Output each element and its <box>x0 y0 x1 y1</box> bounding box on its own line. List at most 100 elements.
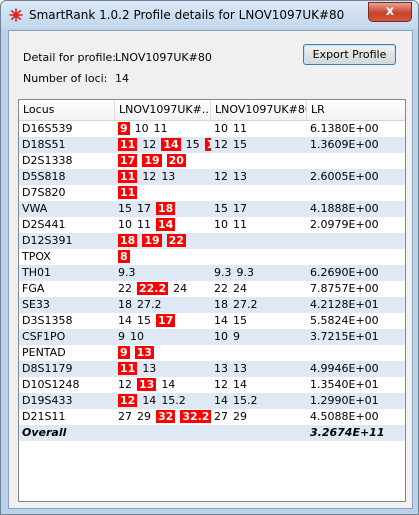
sample-alleles-cell: 9 13 <box>115 345 211 361</box>
profile-alleles-cell: 12 13 <box>211 169 307 185</box>
column-header-lr[interactable]: LR <box>311 103 325 116</box>
sample-alleles-cell: 11 12 13 <box>115 169 211 185</box>
column-header-sample[interactable]: LNOV1097UK#... <box>115 100 211 120</box>
lr-cell <box>307 233 405 249</box>
highlighted-allele: 14 <box>156 218 176 231</box>
table-row[interactable]: CSF1PO 9 10 10 9 3.7215E+01 <box>19 329 405 345</box>
table-row[interactable]: SE33 18 27.2 18 27.2 4.2128E+01 <box>19 297 405 313</box>
allele: 17 <box>233 202 247 215</box>
sample-alleles-cell: 9 10 <box>115 329 211 345</box>
highlighted-allele: 32.2 <box>180 410 211 423</box>
locus-cell: D8S1179 <box>22 362 73 375</box>
table-row[interactable]: FGA 22 22.2 24 22 24 7.8757E+00 <box>19 281 405 297</box>
allele: 12 <box>118 378 132 391</box>
table-row[interactable]: D10S1248 12 13 14 12 14 1.3540E+01 <box>19 377 405 393</box>
allele: 18 <box>118 298 132 311</box>
profile-alleles-cell: 14 15.2 <box>211 393 307 409</box>
loci-count-value: 14 <box>115 72 129 85</box>
loci-table[interactable]: Locus LNOV1097UK#... LNOV1097UK#80 LR D1… <box>18 99 406 502</box>
export-profile-button[interactable]: Export Profile <box>303 44 396 65</box>
allele: 12 <box>142 138 157 151</box>
locus-cell: TH01 <box>22 266 51 279</box>
allele: 15 <box>233 314 247 327</box>
locus-cell: PENTAD <box>22 346 66 359</box>
allele: 10 <box>214 122 228 135</box>
table-row[interactable]: D7S820 11 <box>19 185 405 201</box>
profile-alleles-cell: 27 29 <box>211 409 307 425</box>
table-row[interactable]: D2S441 10 11 14 10 11 2.0979E+00 <box>19 217 405 233</box>
highlighted-allele: 22.2 <box>137 282 169 295</box>
table-row[interactable]: D8S1179 11 13 13 13 4.9946E+00 <box>19 361 405 377</box>
close-icon: x <box>385 4 395 19</box>
allele: 13 <box>161 170 176 183</box>
allele: 10 <box>134 122 149 135</box>
table-row[interactable]: VWA 15 17 18 15 17 4.1888E+00 <box>19 201 405 217</box>
table-row[interactable]: D19S433 12 14 15.2 14 15.2 1.2990E+01 <box>19 393 405 409</box>
allele: 22 <box>214 282 228 295</box>
table-row[interactable]: PENTAD 9 13 <box>19 345 405 361</box>
table-row[interactable]: D2S1338 17 19 20 <box>19 153 405 169</box>
column-header-profile[interactable]: LNOV1097UK#80 <box>211 100 307 120</box>
table-row[interactable]: D5S818 11 12 13 12 13 2.6005E+00 <box>19 169 405 185</box>
allele: 24 <box>173 282 188 295</box>
highlighted-allele: 14 <box>161 138 181 151</box>
allele: 15.2 <box>161 394 186 407</box>
allele: 13 <box>142 362 157 375</box>
highlighted-allele: 9 <box>118 122 130 135</box>
lr-cell: 1.3540E+01 <box>310 378 379 391</box>
table-row[interactable]: TPOX 8 <box>19 249 405 265</box>
overall-row[interactable]: Overall 3.2674E+11 <box>19 425 405 441</box>
table-row[interactable]: D12S391 18 19 22 <box>19 233 405 249</box>
table-row[interactable]: D21S11 27 29 32 32.2 27 29 4.5088E+00 <box>19 409 405 425</box>
profile-alleles-cell: 13 13 <box>211 361 307 377</box>
allele: 11 <box>153 122 168 135</box>
allele: 13 <box>233 170 247 183</box>
sample-alleles-cell: 9 10 11 <box>115 121 211 137</box>
allele: 27 <box>118 410 132 423</box>
highlighted-allele: 11 <box>118 186 138 199</box>
window-title: SmartRank 1.0.2 Profile details for LNOV… <box>29 8 345 22</box>
overall-lr: 3.2674E+11 <box>310 426 385 439</box>
sample-alleles-cell: 17 19 20 <box>115 153 211 169</box>
allele: 15.2 <box>233 394 258 407</box>
locus-cell: D2S1338 <box>22 154 73 167</box>
lr-cell: 7.8757E+00 <box>310 282 379 295</box>
highlighted-allele: 11 <box>118 170 138 183</box>
allele: 14 <box>118 314 132 327</box>
column-header-locus[interactable]: Locus <box>19 100 115 120</box>
allele: 22 <box>118 282 132 295</box>
highlighted-allele: 22 <box>166 234 186 247</box>
lr-cell: 6.2690E+00 <box>310 266 379 279</box>
title-bar[interactable]: SmartRank 1.0.2 Profile details for LNOV… <box>1 1 418 29</box>
close-button[interactable]: x <box>368 2 412 22</box>
locus-cell: D16S539 <box>22 122 73 135</box>
allele: 10 <box>118 218 132 231</box>
sample-alleles-cell: 8 <box>115 249 211 265</box>
detail-label: Detail for profile: <box>23 51 116 64</box>
profile-alleles-cell <box>211 249 307 265</box>
allele: 12 <box>142 170 157 183</box>
sample-alleles-cell: 22 22.2 24 <box>115 281 211 297</box>
locus-cell: VWA <box>22 202 48 215</box>
allele: 14 <box>142 394 157 407</box>
table-row[interactable]: D3S1358 14 15 17 14 15 5.5824E+00 <box>19 313 405 329</box>
table-row[interactable]: D16S539 9 10 11 10 11 6.1380E+00 <box>19 121 405 137</box>
allele: 11 <box>233 218 247 231</box>
locus-cell: D19S433 <box>22 394 73 407</box>
sample-alleles-cell: 12 14 15.2 <box>115 393 211 409</box>
overall-label: Overall <box>22 426 67 439</box>
locus-cell: FGA <box>22 282 45 295</box>
allele: 12 <box>214 170 228 183</box>
allele: 14 <box>214 314 228 327</box>
table-row[interactable]: D18S51111214151712151.3609E+00 <box>19 137 405 153</box>
allele: 10 <box>130 330 144 343</box>
sample-alleles-cell: 12 13 14 <box>115 377 211 393</box>
lr-cell: 4.5088E+00 <box>310 410 379 423</box>
locus-cell: D18S51 <box>22 138 66 151</box>
table-row[interactable]: TH01 9.3 9.3 9.3 6.2690E+00 <box>19 265 405 281</box>
profile-alleles-cell <box>211 233 307 249</box>
allele: 15 <box>185 138 200 151</box>
sample-alleles-cell: 9.3 <box>115 265 211 281</box>
highlighted-allele: 11 <box>118 138 138 151</box>
profile-alleles-cell: 12 15 <box>211 137 307 153</box>
